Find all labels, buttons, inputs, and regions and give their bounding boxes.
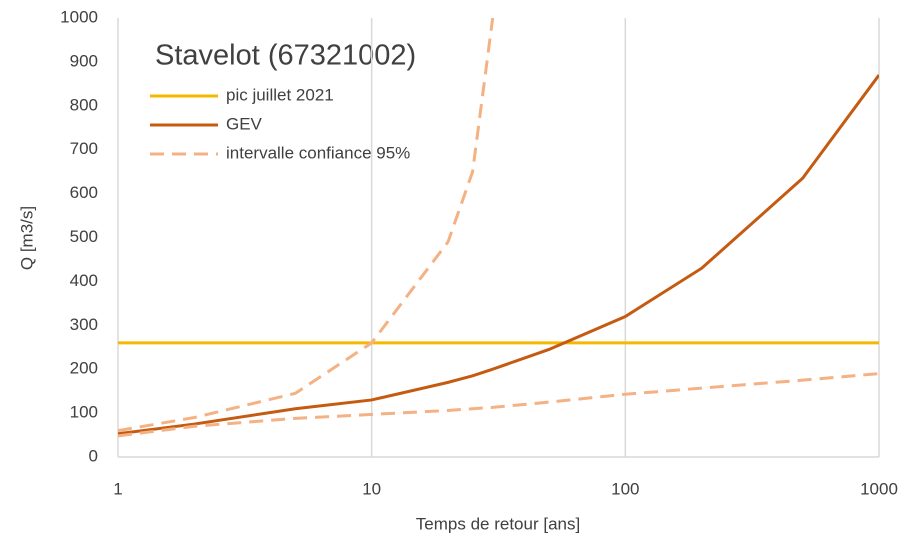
y-tick-label: 0 <box>89 446 98 465</box>
x-tick-label: 1000 <box>860 479 898 498</box>
y-tick-label: 600 <box>70 183 98 202</box>
y-tick-label: 900 <box>70 51 98 70</box>
y-tick-label: 200 <box>70 359 98 378</box>
x-axis-label: Temps de retour [ans] <box>416 514 580 533</box>
x-tick-label: 1 <box>113 479 122 498</box>
line <box>118 372 879 438</box>
y-tick-label: 100 <box>70 403 98 422</box>
chart-title: Stavelot (67321002) <box>155 40 416 72</box>
legend-label: GEV <box>226 114 263 133</box>
y-tick-label: 1000 <box>60 7 98 26</box>
y-tick-label: 700 <box>70 139 98 158</box>
y-tick-label: 500 <box>70 227 98 246</box>
y-tick-label: 300 <box>70 315 98 334</box>
y-tick-label: 800 <box>70 95 98 114</box>
legend-label: intervalle confiance 95% <box>226 143 410 162</box>
y-axis-label: Q [m3/s] <box>17 206 36 270</box>
x-tick-label: 100 <box>611 479 639 498</box>
x-tick-label: 10 <box>362 479 381 498</box>
legend-label: pic juillet 2021 <box>226 85 334 104</box>
line <box>118 18 495 433</box>
line <box>118 74 879 436</box>
y-tick-label: 400 <box>70 271 98 290</box>
